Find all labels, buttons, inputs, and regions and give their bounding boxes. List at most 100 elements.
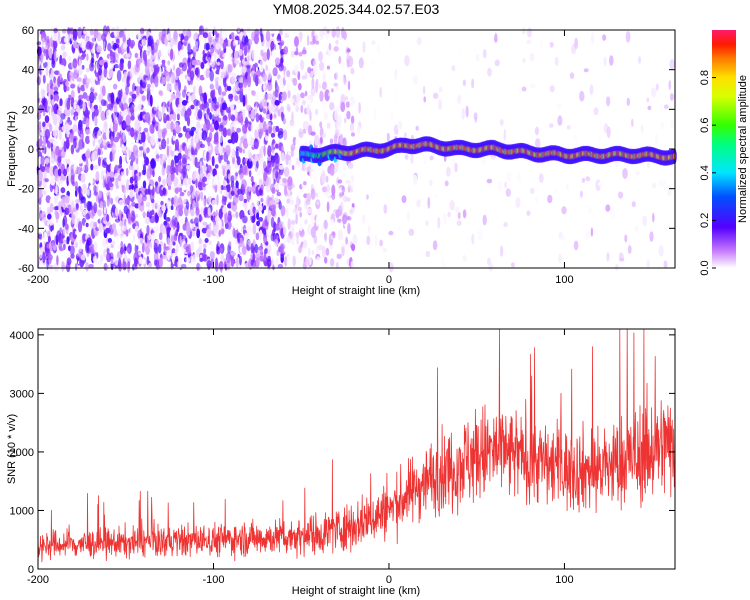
noise-cell [274,196,280,204]
noise-cell [135,213,139,218]
noise-cell [106,162,112,173]
noise-cell [590,227,594,237]
noise-cell [271,259,274,268]
noise-cell [69,245,75,256]
noise-cell [113,146,119,151]
noise-cell [267,162,272,173]
noise-cell [247,149,252,158]
noise-cell [663,104,669,109]
noise-cell [462,79,466,87]
noise-cell [192,118,195,126]
noise-cell [141,194,147,202]
noise-cell [93,202,98,214]
noise-cell [410,152,414,164]
noise-cell [161,138,167,150]
noise-cell [129,189,133,199]
noise-cell [263,145,266,157]
noise-cell [325,175,329,183]
noise-cell [503,128,506,141]
noise-cell [210,222,214,231]
noise-cell [506,171,512,182]
noise-cell [390,112,394,122]
noise-cell [137,196,142,205]
noise-cell [44,157,50,165]
noise-cell [174,248,178,256]
noise-cell [81,153,86,160]
noise-cell [133,46,139,54]
noise-cell [239,87,244,94]
noise-cell [299,223,303,232]
noise-cell [166,262,170,271]
noise-cell [555,77,559,86]
noise-cell [175,232,178,237]
noise-cell [82,183,87,195]
noise-cell [93,116,98,127]
noise-cell [376,44,381,53]
noise-cell [123,185,126,195]
noise-cell [382,247,387,253]
noise-cell [190,104,195,110]
noise-cell [116,81,119,93]
noise-cell [131,109,135,121]
noise-cell [176,113,180,119]
noise-cell [195,81,199,88]
noise-cell [74,211,79,216]
noise-cell [144,217,151,224]
y-tick-label: -60 [18,263,34,275]
noise-cell [615,264,619,271]
y-tick-label: 40 [22,65,34,77]
noise-cell [203,198,206,208]
noise-cell [45,135,49,144]
noise-cell [201,252,207,262]
noise-cell [134,98,138,108]
noise-cell [179,73,184,84]
noise-cell [266,211,272,223]
noise-cell [646,97,650,103]
noise-cell [323,219,329,230]
noise-cell [371,40,376,46]
noise-cell [442,212,447,224]
noise-cell [347,80,351,91]
noise-cell [557,115,563,126]
noise-cell [295,105,300,113]
noise-cell [345,96,348,101]
noise-cell [351,132,355,137]
noise-cell [241,35,246,46]
noise-cell [252,253,256,263]
noise-cell [236,127,242,133]
noise-cell [69,134,75,143]
noise-cell [624,234,628,243]
noise-cell [332,231,336,239]
noise-cell [477,182,481,191]
noise-cell [315,192,319,198]
noise-cell [52,129,58,137]
noise-cell [207,229,211,238]
noise-cell [63,168,68,177]
noise-cell [90,163,94,171]
noise-cell [47,60,50,69]
noise-cell [52,244,57,251]
noise-cell [80,173,86,184]
noise-cell [279,95,283,100]
noise-cell [36,41,42,46]
noise-cell [646,160,651,169]
noise-cell [116,225,123,235]
noise-cell [221,91,227,96]
noise-cell [163,127,168,136]
noise-cell [93,241,98,252]
noise-cell [83,27,87,35]
noise-cell [238,48,243,56]
colorbar-label: Normalized spectral amplitude [737,75,749,223]
noise-cell [219,261,223,273]
noise-cell [105,129,111,140]
noise-cell [196,228,201,239]
noise-cell [56,192,62,198]
noise-cell [195,206,200,216]
noise-cell [208,159,213,165]
noise-cell [494,34,498,43]
noise-cell [48,254,53,261]
noise-cell [138,146,144,151]
noise-cell [321,246,326,258]
noise-cell [150,209,155,216]
noise-cell [50,94,53,100]
